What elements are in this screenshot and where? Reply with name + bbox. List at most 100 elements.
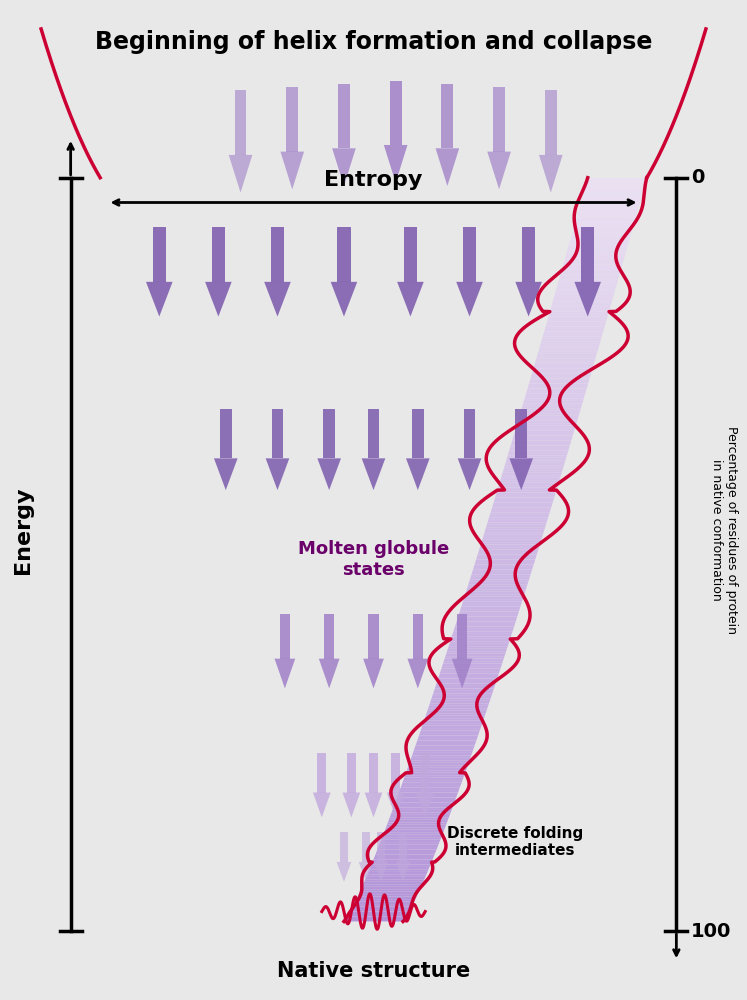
Polygon shape	[516, 426, 576, 428]
Polygon shape	[580, 205, 639, 207]
Polygon shape	[463, 599, 523, 602]
Polygon shape	[453, 631, 512, 634]
Polygon shape	[274, 659, 295, 688]
Polygon shape	[472, 569, 532, 572]
Polygon shape	[488, 520, 548, 522]
Polygon shape	[365, 793, 382, 817]
Polygon shape	[4, 4, 743, 178]
Polygon shape	[205, 282, 232, 317]
Polygon shape	[403, 778, 463, 780]
Polygon shape	[455, 624, 515, 626]
Polygon shape	[577, 215, 636, 217]
Polygon shape	[319, 659, 340, 688]
Polygon shape	[331, 282, 357, 317]
Polygon shape	[514, 433, 574, 436]
Polygon shape	[577, 212, 637, 215]
Polygon shape	[399, 790, 459, 793]
Polygon shape	[388, 820, 448, 822]
Polygon shape	[509, 450, 568, 453]
Polygon shape	[414, 748, 474, 750]
Polygon shape	[581, 198, 641, 200]
Polygon shape	[464, 409, 475, 458]
Polygon shape	[394, 805, 453, 807]
Polygon shape	[384, 830, 444, 832]
Polygon shape	[521, 408, 581, 411]
Polygon shape	[478, 550, 539, 552]
Polygon shape	[560, 274, 619, 277]
Polygon shape	[279, 614, 290, 659]
Polygon shape	[509, 458, 533, 490]
Polygon shape	[382, 835, 442, 837]
Polygon shape	[432, 696, 492, 698]
Polygon shape	[356, 897, 417, 899]
Polygon shape	[369, 753, 378, 793]
Polygon shape	[475, 560, 535, 562]
Polygon shape	[571, 237, 630, 240]
Polygon shape	[489, 515, 549, 517]
Polygon shape	[358, 894, 418, 897]
Polygon shape	[373, 859, 433, 862]
Polygon shape	[415, 745, 474, 748]
Polygon shape	[365, 877, 425, 879]
Polygon shape	[579, 207, 639, 210]
Polygon shape	[347, 914, 408, 917]
Polygon shape	[344, 919, 405, 921]
Text: 0: 0	[691, 168, 704, 187]
Polygon shape	[426, 713, 486, 716]
Polygon shape	[393, 807, 453, 810]
Polygon shape	[534, 364, 594, 366]
Polygon shape	[512, 438, 572, 440]
Polygon shape	[486, 525, 546, 527]
Polygon shape	[404, 775, 464, 778]
Polygon shape	[424, 718, 484, 721]
Polygon shape	[405, 773, 465, 775]
Polygon shape	[558, 282, 618, 284]
Polygon shape	[490, 512, 550, 515]
Polygon shape	[272, 409, 283, 458]
Polygon shape	[463, 227, 476, 282]
Polygon shape	[418, 736, 478, 738]
Polygon shape	[518, 418, 578, 421]
Polygon shape	[584, 188, 644, 190]
Polygon shape	[409, 763, 468, 765]
Polygon shape	[450, 639, 510, 641]
Polygon shape	[528, 383, 588, 386]
Polygon shape	[507, 455, 567, 458]
Polygon shape	[583, 190, 643, 193]
Polygon shape	[381, 837, 441, 840]
Polygon shape	[487, 152, 511, 189]
Text: Entropy: Entropy	[324, 170, 423, 190]
Polygon shape	[568, 245, 628, 247]
Polygon shape	[530, 376, 590, 379]
Polygon shape	[471, 574, 530, 577]
Polygon shape	[539, 346, 599, 349]
Polygon shape	[540, 344, 600, 346]
Polygon shape	[420, 731, 480, 733]
Polygon shape	[498, 485, 558, 488]
Polygon shape	[521, 406, 582, 408]
Polygon shape	[504, 465, 564, 468]
Polygon shape	[376, 850, 436, 852]
Polygon shape	[371, 864, 430, 867]
Polygon shape	[515, 428, 575, 431]
Polygon shape	[573, 227, 633, 230]
Polygon shape	[342, 793, 360, 817]
Polygon shape	[543, 334, 603, 336]
Polygon shape	[576, 217, 636, 220]
Polygon shape	[486, 527, 545, 530]
Polygon shape	[459, 612, 519, 614]
Polygon shape	[412, 614, 423, 659]
Polygon shape	[374, 855, 435, 857]
Polygon shape	[522, 227, 536, 282]
Polygon shape	[549, 312, 609, 314]
Polygon shape	[479, 547, 539, 550]
Polygon shape	[533, 369, 592, 371]
Polygon shape	[524, 396, 584, 398]
Polygon shape	[286, 87, 298, 152]
Polygon shape	[412, 753, 472, 755]
Polygon shape	[433, 693, 492, 696]
Polygon shape	[418, 738, 477, 740]
Polygon shape	[501, 475, 561, 478]
Polygon shape	[421, 753, 430, 793]
Polygon shape	[341, 832, 347, 862]
